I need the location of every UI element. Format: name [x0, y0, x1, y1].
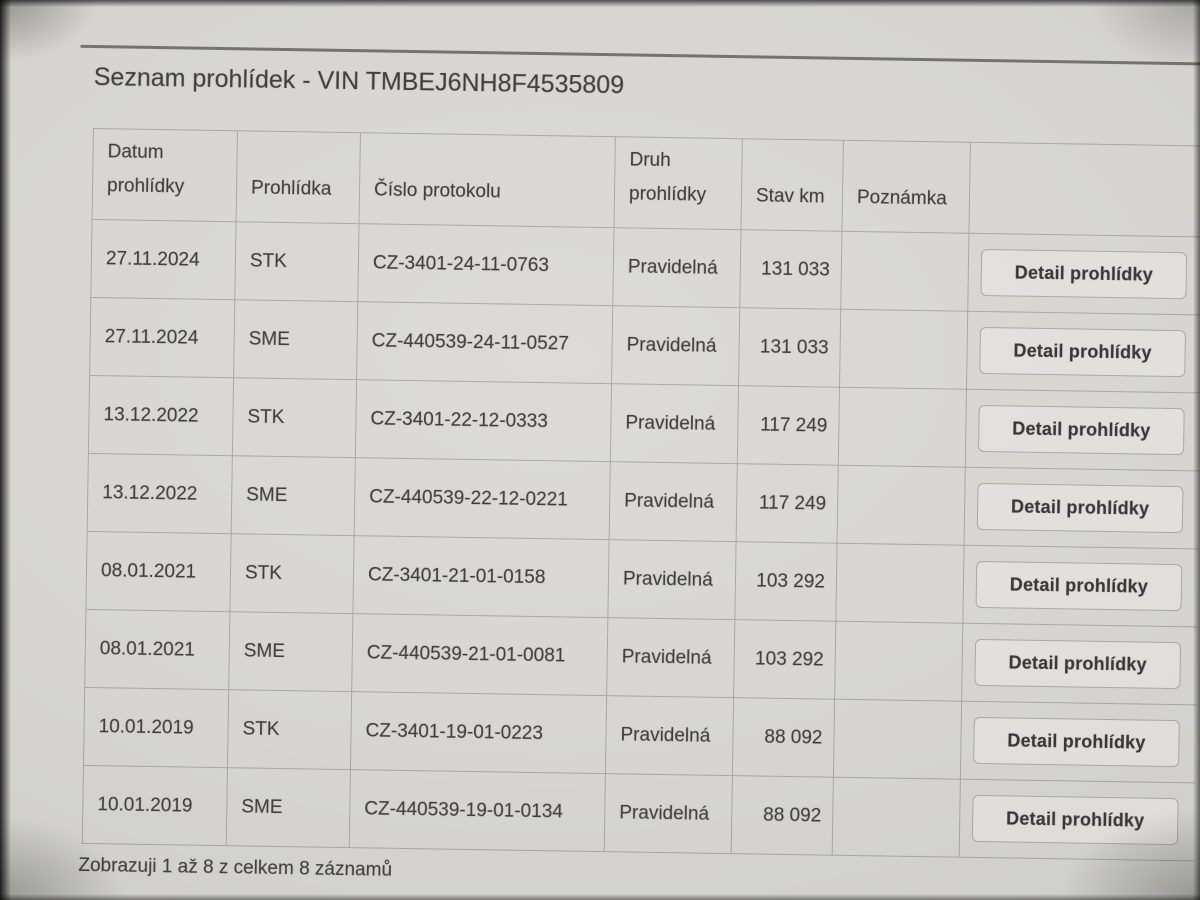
cell-detail: Detail prohlídky	[962, 623, 1198, 706]
detail-prohlidky-button[interactable]: Detail prohlídky	[973, 716, 1180, 768]
cell-stav-km: 117 249	[736, 464, 839, 544]
col-header-prohlidka: Prohlídka	[236, 131, 361, 225]
cell-druh-prohlidky: Pravidelná	[605, 696, 735, 777]
cell-cislo-protokolu: CZ-440539-22-12-0221	[354, 458, 611, 541]
cell-prohlidka: STK	[232, 378, 358, 459]
cell-prohlidka: SME	[229, 612, 354, 693]
records-summary: Zobrazuji 1 až 8 z celkem 8 záznamů	[78, 854, 393, 881]
cell-druh-prohlidky: Pravidelná	[612, 306, 741, 387]
cell-prohlidka: STK	[227, 690, 353, 771]
cell-prohlidka: STK	[235, 222, 360, 303]
cell-poznamka	[836, 543, 965, 624]
col-header-cislo-protokolu: Číslo protokolu	[359, 133, 616, 229]
detail-prohlidky-button[interactable]: Detail prohlídky	[971, 794, 1179, 846]
cell-cislo-protokolu: CZ-440539-21-01-0081	[352, 614, 609, 697]
table-row: 10.01.2019 SME CZ-440539-19-01-0134 Prav…	[82, 765, 1195, 862]
detail-prohlidky-button[interactable]: Detail prohlídky	[980, 248, 1188, 300]
cell-datum-prohlidky: 08.01.2021	[86, 531, 232, 613]
cell-detail: Detail prohlídky	[965, 389, 1200, 472]
cell-stav-km: 103 292	[735, 542, 838, 622]
cell-poznamka	[840, 309, 969, 390]
cell-poznamka	[841, 231, 970, 312]
cell-cislo-protokolu: CZ-440539-24-11-0527	[357, 302, 614, 385]
cell-cislo-protokolu: CZ-3401-19-01-0223	[350, 692, 608, 775]
cell-datum-prohlidky: 08.01.2021	[85, 609, 231, 691]
cell-datum-prohlidky: 10.01.2019	[82, 765, 228, 847]
cell-stav-km: 131 033	[739, 308, 842, 388]
cell-stav-km: 88 092	[732, 698, 836, 778]
cell-datum-prohlidky: 13.12.2022	[88, 375, 235, 457]
cell-poznamka	[835, 621, 964, 702]
cell-stav-km: 88 092	[731, 776, 834, 856]
cell-druh-prohlidky: Pravidelná	[608, 540, 737, 621]
cell-datum-prohlidky: 10.01.2019	[83, 687, 230, 769]
cell-prohlidka: SME	[234, 300, 359, 381]
cell-prohlidka: STK	[230, 534, 355, 615]
cell-datum-prohlidky: 27.11.2024	[90, 297, 236, 379]
cell-cislo-protokolu: CZ-3401-21-01-0158	[353, 536, 610, 619]
page-title: Seznam prohlídek - VIN TMBEJ6NH8F4535809	[93, 63, 625, 100]
cell-cislo-protokolu: CZ-3401-24-11-0763	[358, 224, 615, 307]
cell-datum-prohlidky: 27.11.2024	[91, 220, 237, 301]
table-header-row: Datum prohlídky Prohlídka Číslo protokol…	[92, 129, 1200, 238]
cell-detail: Detail prohlídky	[959, 779, 1195, 862]
cell-stav-km: 103 292	[734, 620, 837, 700]
cell-poznamka	[838, 387, 967, 468]
cell-stav-km: 117 249	[737, 386, 841, 466]
col-header-datum-prohlidky: Datum prohlídky	[92, 129, 238, 223]
cell-poznamka	[837, 465, 966, 546]
inspections-table: Datum prohlídky Prohlídka Číslo protokol…	[81, 127, 1200, 862]
cell-stav-km: 131 033	[740, 230, 843, 310]
detail-prohlidky-button[interactable]: Detail prohlídky	[976, 482, 1184, 534]
col-header-actions	[969, 142, 1200, 238]
cell-prohlidka: SME	[231, 456, 356, 537]
cell-druh-prohlidky: Pravidelná	[613, 228, 742, 309]
cell-datum-prohlidky: 13.12.2022	[87, 453, 233, 535]
cell-prohlidka: SME	[226, 768, 351, 849]
col-header-stav-km: Stav km	[741, 139, 844, 232]
cell-detail: Detail prohlídky	[968, 233, 1200, 316]
cell-detail: Detail prohlídky	[960, 701, 1197, 784]
title-rule	[80, 44, 1200, 66]
col-header-poznamka: Poznámka	[842, 140, 971, 234]
cell-poznamka	[833, 699, 963, 780]
cell-druh-prohlidky: Pravidelná	[604, 774, 733, 855]
cell-druh-prohlidky: Pravidelná	[607, 618, 736, 699]
cell-druh-prohlidky: Pravidelná	[609, 462, 738, 543]
cell-detail: Detail prohlídky	[964, 467, 1200, 550]
cell-cislo-protokolu: CZ-3401-22-12-0333	[355, 380, 613, 463]
detail-prohlidky-button[interactable]: Detail prohlídky	[979, 326, 1186, 378]
cell-poznamka	[832, 777, 961, 858]
cell-cislo-protokolu: CZ-440539-19-01-0134	[349, 770, 606, 853]
detail-prohlidky-button[interactable]: Detail prohlídky	[975, 560, 1183, 612]
detail-prohlidky-button[interactable]: Detail prohlídky	[974, 638, 1182, 690]
detail-prohlidky-button[interactable]: Detail prohlídky	[978, 404, 1185, 456]
cell-detail: Detail prohlídky	[966, 311, 1200, 394]
cell-druh-prohlidky: Pravidelná	[610, 384, 740, 465]
col-header-druh-prohlidky: Druh prohlídky	[614, 137, 743, 231]
cell-detail: Detail prohlídky	[963, 545, 1199, 628]
